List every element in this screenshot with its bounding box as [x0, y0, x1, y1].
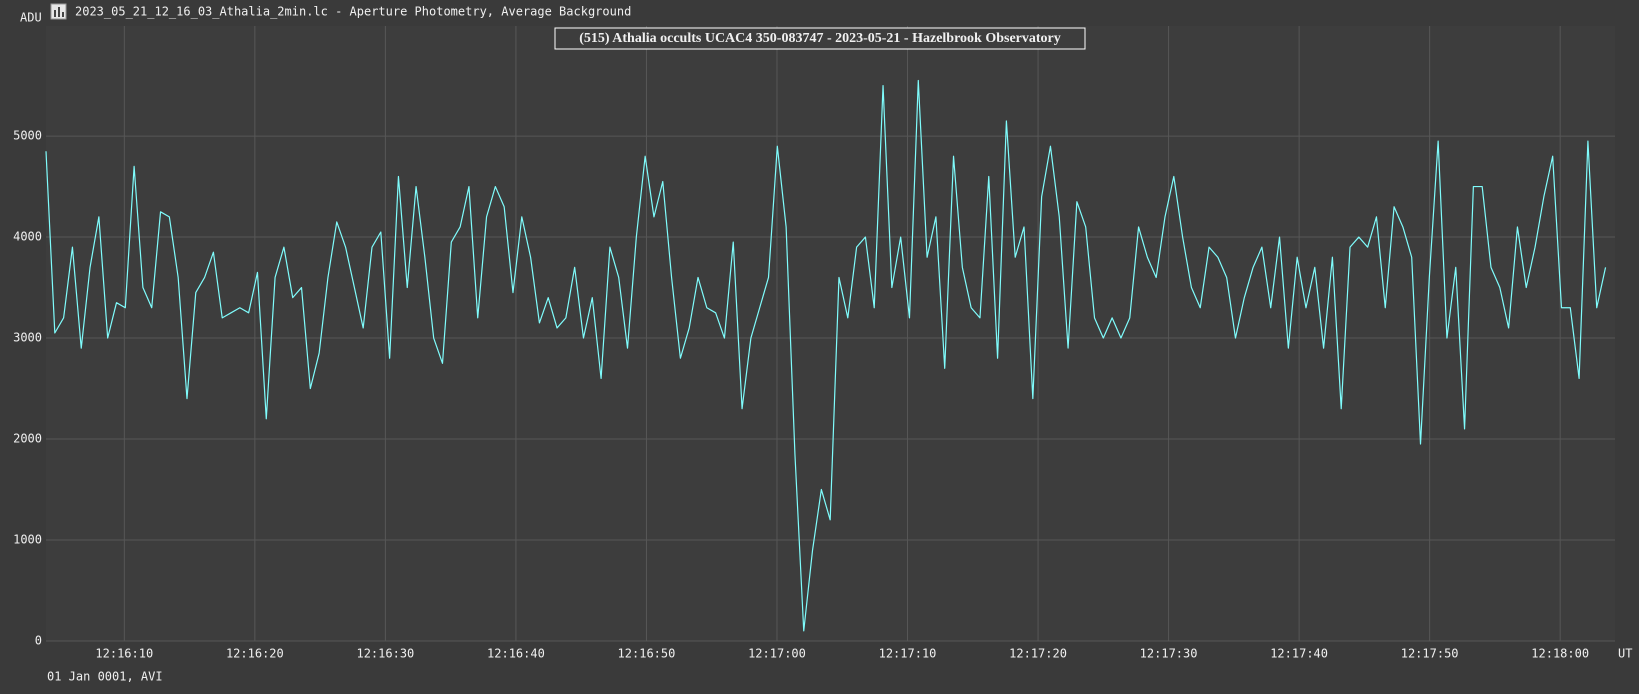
- x-tick-label: 12:17:10: [879, 647, 937, 661]
- y-tick-label: 4000: [13, 230, 42, 244]
- x-axis-label: UT: [1618, 647, 1632, 661]
- y-tick-label: 5000: [13, 129, 42, 143]
- grid: 0 1000 2000 3000 4000 5000 12:16:10 12:16:20 12:…: [13, 26, 1615, 661]
- title-box: [554, 27, 1086, 50]
- chart-title: (515) Athalia occults UCAC4 350-083747 -…: [579, 31, 1061, 46]
- x-tick-label: 12:17:20: [1009, 647, 1067, 661]
- y-tick-label: 2000: [13, 432, 42, 446]
- marks: [45, 79, 1607, 632]
- y-tick-label: 0: [35, 634, 42, 648]
- y-axis-label: ADU: [20, 11, 42, 25]
- window-title: 2023_05_21_12_16_03_Athalia_2min.lc - Ap…: [75, 5, 631, 19]
- x-tick-label: 12:16:30: [356, 647, 414, 661]
- x-tick-label: 12:17:50: [1401, 647, 1459, 661]
- light-curve: [45, 79, 1607, 632]
- x-tick-label: 12:16:20: [226, 647, 284, 661]
- plot-area: [46, 26, 1615, 641]
- x-tick-label: 12:17:40: [1270, 647, 1328, 661]
- x-tick-label: 12:16:10: [95, 647, 153, 661]
- x-tick-label: 12:17:00: [748, 647, 806, 661]
- footer: 01 Jan 0001, AVI: [47, 670, 163, 684]
- x-tick-label: 12:16:40: [487, 647, 545, 661]
- x-tick-label: 12:17:30: [1140, 647, 1198, 661]
- app-icon: [50, 3, 67, 20]
- x-tick-label: 12:18:00: [1531, 647, 1589, 661]
- y-tick-label: 3000: [13, 331, 42, 345]
- x-tick-label: 12:16:50: [618, 647, 676, 661]
- y-tick-label: 1000: [13, 533, 42, 547]
